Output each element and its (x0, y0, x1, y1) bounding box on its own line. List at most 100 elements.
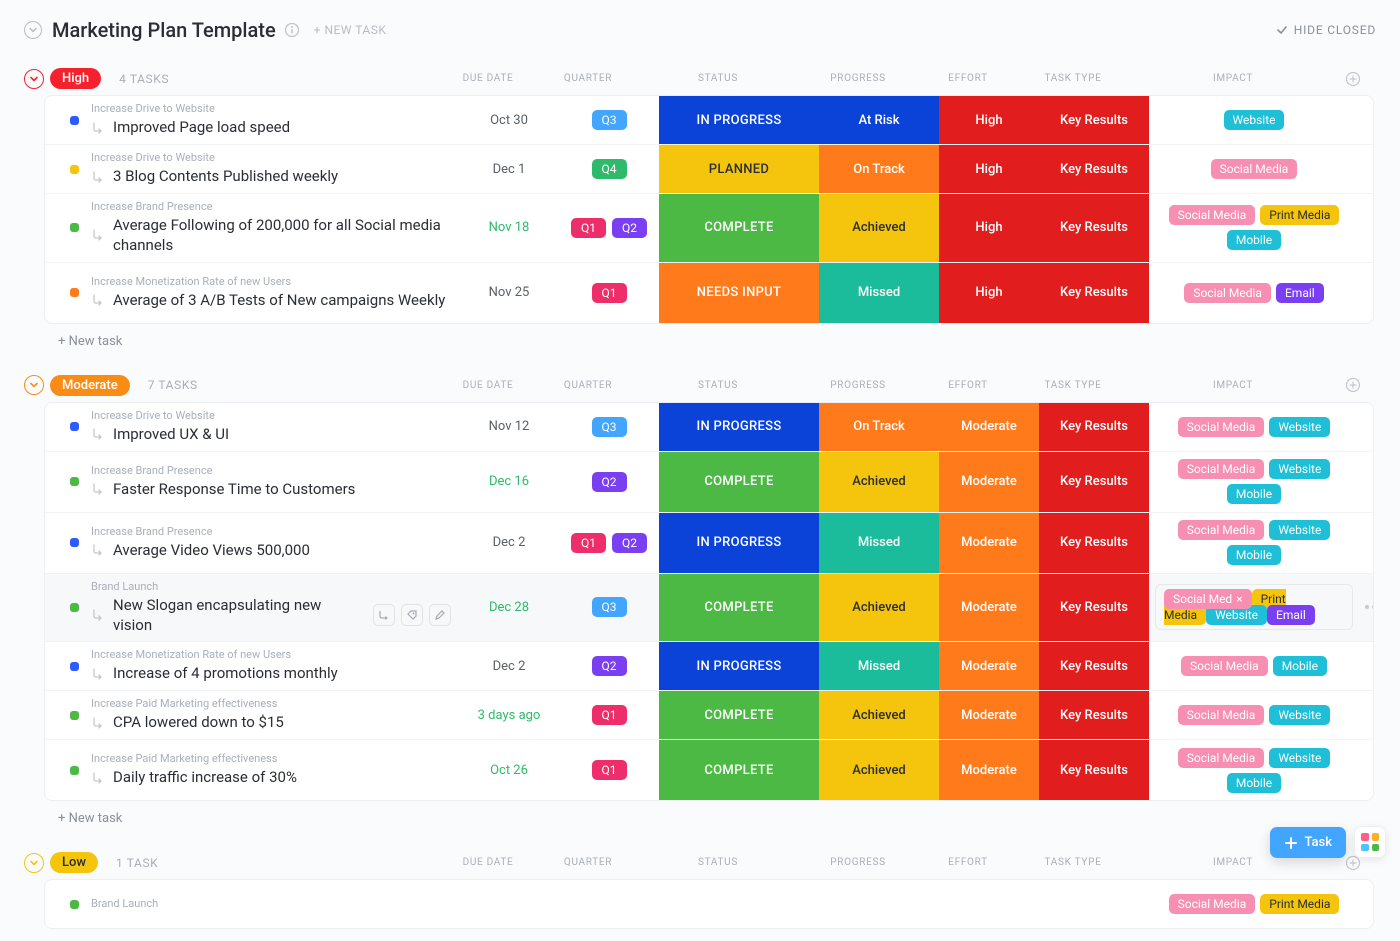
progress-cell[interactable]: Missed (819, 263, 939, 323)
progress-cell[interactable]: At Risk (819, 96, 939, 144)
quarter-pill[interactable]: Q3 (592, 110, 627, 130)
task-row[interactable]: Increase Brand Presence Average Video Vi… (45, 512, 1373, 573)
hide-closed-button[interactable]: HIDE CLOSED (1276, 23, 1376, 37)
impact-tag[interactable]: Social Media (1184, 283, 1271, 303)
impact-cell[interactable]: Social MedPrint MediaWebsiteEmail (1149, 580, 1359, 634)
progress-cell[interactable]: On Track (819, 403, 939, 451)
task-row[interactable]: Increase Paid Marketing effectiveness CP… (45, 690, 1373, 739)
quarter-pill[interactable]: Q1 (592, 283, 627, 303)
due-date[interactable]: Dec 16 (459, 474, 559, 489)
impact-tag[interactable]: Print Media (1260, 205, 1339, 225)
group-pill[interactable]: High (50, 68, 101, 89)
parent-task-label[interactable]: Increase Paid Marketing effectiveness (91, 752, 451, 765)
add-column-button[interactable] (1338, 71, 1368, 87)
effort-cell[interactable]: Moderate (939, 740, 1039, 800)
task-row[interactable]: Brand Launch New Slogan encapsulating ne… (45, 573, 1373, 642)
add-task-fab[interactable]: Task (1270, 827, 1346, 858)
quarter-cell[interactable]: Q2 (559, 656, 659, 676)
task-type-cell[interactable]: Key Results (1039, 691, 1149, 739)
parent-task-label[interactable]: Increase Drive to Website (91, 409, 451, 422)
group-pill[interactable]: Moderate (50, 375, 130, 396)
subtask-icon[interactable] (373, 604, 395, 626)
task-name[interactable]: CPA lowered down to $15 (113, 712, 284, 732)
task-name[interactable]: Faster Response Time to Customers (113, 479, 355, 499)
task-row[interactable]: Increase Paid Marketing effectiveness Da… (45, 739, 1373, 800)
quarter-cell[interactable]: Q3 (559, 597, 659, 617)
task-name[interactable]: Improved UX & UI (113, 424, 229, 444)
effort-cell[interactable]: Moderate (939, 513, 1039, 573)
task-type-cell[interactable]: Key Results (1039, 513, 1149, 573)
effort-cell[interactable]: High (939, 96, 1039, 144)
impact-cell[interactable]: Social MediaWebsite (1149, 701, 1359, 729)
task-name[interactable]: Increase of 4 promotions monthly (113, 663, 338, 683)
task-type-cell[interactable]: Key Results (1039, 642, 1149, 690)
quarter-pill[interactable]: Q2 (612, 533, 647, 553)
impact-tag[interactable]: Email (1276, 283, 1324, 303)
progress-cell[interactable]: Missed (819, 513, 939, 573)
status-cell[interactable]: COMPLETE (659, 691, 819, 739)
task-row[interactable]: Increase Monetization Rate of new Users … (45, 262, 1373, 323)
effort-cell[interactable]: Moderate (939, 452, 1039, 512)
parent-task-label[interactable]: Brand Launch (91, 580, 451, 593)
impact-tag[interactable]: Social Med (1164, 589, 1252, 609)
impact-tag[interactable]: Mobile (1227, 545, 1281, 565)
status-cell[interactable]: NEEDS INPUT (659, 263, 819, 323)
task-type-cell[interactable]: Key Results (1039, 263, 1149, 323)
status-cell[interactable]: COMPLETE (659, 740, 819, 800)
task-name[interactable]: 3 Blog Contents Published weekly (113, 166, 338, 186)
collapse-all-icon[interactable] (24, 21, 42, 39)
effort-cell[interactable]: High (939, 263, 1039, 323)
impact-tag[interactable]: Website (1269, 459, 1330, 479)
progress-cell[interactable]: Achieved (819, 452, 939, 512)
task-name[interactable]: Daily traffic increase of 30% (113, 767, 297, 787)
due-date[interactable]: Nov 18 (459, 220, 559, 235)
task-name[interactable]: Average Following of 200,000 for all Soc… (113, 215, 451, 256)
impact-tag[interactable]: Website (1269, 748, 1330, 768)
due-date[interactable]: Nov 12 (459, 419, 559, 434)
task-row[interactable]: Brand Launch Social MediaPrint Media (45, 880, 1373, 928)
parent-task-label[interactable]: Increase Brand Presence (91, 464, 451, 477)
quarter-pill[interactable]: Q1 (571, 218, 606, 238)
quarter-pill[interactable]: Q2 (592, 656, 627, 676)
task-type-cell[interactable]: Key Results (1039, 145, 1149, 193)
impact-cell[interactable]: Social MediaWebsiteMobile (1149, 516, 1359, 569)
progress-cell[interactable]: Achieved (819, 740, 939, 800)
status-cell[interactable]: IN PROGRESS (659, 513, 819, 573)
status-cell[interactable]: COMPLETE (659, 194, 819, 262)
status-cell[interactable]: COMPLETE (659, 452, 819, 512)
quarter-cell[interactable]: Q4 (559, 159, 659, 179)
quarter-cell[interactable]: Q3 (559, 417, 659, 437)
due-date[interactable]: Dec 2 (459, 659, 559, 674)
parent-task-label[interactable]: Increase Monetization Rate of new Users (91, 648, 451, 661)
task-row[interactable]: Increase Brand Presence Faster Response … (45, 451, 1373, 512)
info-icon[interactable] (284, 22, 300, 38)
impact-tag[interactable]: Website (1224, 110, 1285, 130)
task-name[interactable]: Improved Page load speed (113, 117, 290, 137)
parent-task-label[interactable]: Increase Drive to Website (91, 151, 451, 164)
status-cell[interactable]: IN PROGRESS (659, 642, 819, 690)
parent-task-label[interactable]: Increase Drive to Website (91, 102, 451, 115)
parent-task-label[interactable]: Increase Brand Presence (91, 200, 451, 213)
due-date[interactable]: Dec 1 (459, 162, 559, 177)
task-row[interactable]: Increase Drive to Website Improved Page … (45, 96, 1373, 144)
due-date[interactable]: Nov 25 (459, 285, 559, 300)
task-type-cell[interactable]: Key Results (1039, 740, 1149, 800)
impact-tag[interactable]: Social Media (1169, 205, 1256, 225)
task-type-cell[interactable]: Key Results (1039, 96, 1149, 144)
due-date[interactable]: Dec 28 (459, 600, 559, 615)
group-collapse-icon[interactable] (24, 375, 44, 395)
impact-cell[interactable]: Social MediaPrint Media (1149, 890, 1359, 918)
quarter-pill[interactable]: Q3 (592, 597, 627, 617)
impact-tag[interactable]: Mobile (1227, 484, 1281, 504)
row-more-button[interactable] (1359, 605, 1374, 609)
effort-cell[interactable]: Moderate (939, 642, 1039, 690)
task-row[interactable]: Increase Drive to Website Improved UX & … (45, 403, 1373, 451)
quarter-cell[interactable]: Q1 (559, 283, 659, 303)
effort-cell[interactable]: High (939, 145, 1039, 193)
impact-tag[interactable]: Email (1267, 605, 1315, 625)
quarter-cell[interactable]: Q3 (559, 110, 659, 130)
impact-tag[interactable]: Mobile (1227, 230, 1281, 250)
impact-tag[interactable]: Social Media (1211, 159, 1298, 179)
effort-cell[interactable]: Moderate (939, 691, 1039, 739)
parent-task-label[interactable]: Increase Paid Marketing effectiveness (91, 697, 451, 710)
